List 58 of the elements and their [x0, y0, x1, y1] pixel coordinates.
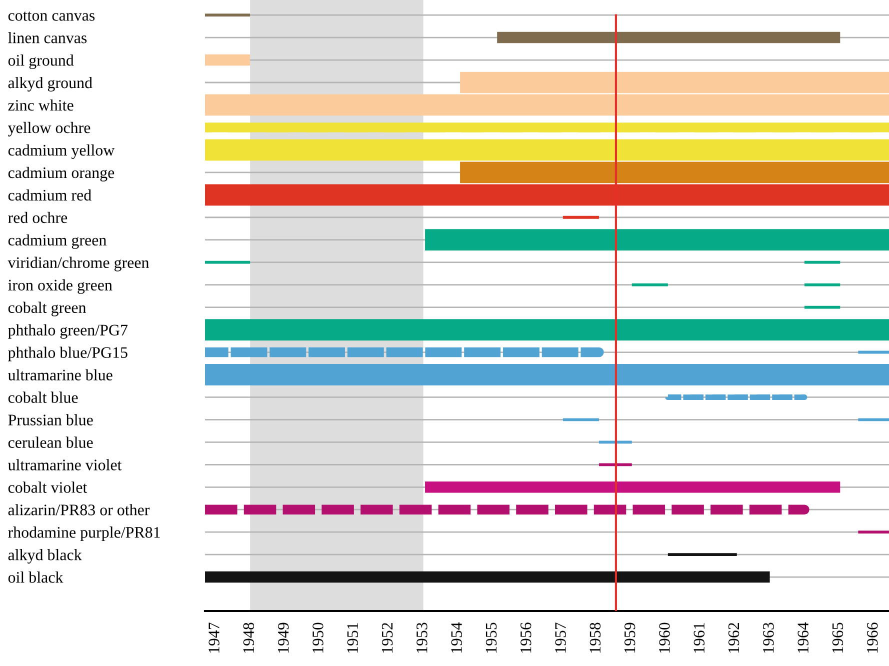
- y-tick-label: cadmium yellow: [8, 144, 115, 159]
- x-tick-label: 1961: [694, 623, 704, 653]
- bar: [858, 530, 889, 534]
- y-tick-label: phthalo blue/PG15: [8, 346, 128, 362]
- x-tick-label: 1948: [243, 622, 254, 653]
- x-tick-label: 1954: [451, 622, 462, 653]
- x-tick-label: 1952: [382, 622, 393, 653]
- y-tick-label: cobalt blue: [8, 392, 78, 403]
- y-tick-label: phthalo green/PG7: [8, 324, 128, 339]
- y-tick-label: rhodamine purple/PR81: [8, 526, 160, 542]
- bar: [804, 283, 840, 286]
- x-tick-label: 1953: [416, 622, 428, 653]
- y-tick-label: viridian/chrome green: [8, 256, 150, 272]
- y-tick-label: oil ground: [8, 54, 74, 70]
- y-tick-label: Prussian blue: [8, 414, 93, 426]
- x-tick-label: 1959: [624, 622, 636, 653]
- bar: [425, 482, 840, 493]
- y-tick-label: iron oxide green: [8, 279, 112, 294]
- y-tick-label: ultramarine blue: [8, 369, 112, 380]
- x-tick-label: 1966: [867, 622, 878, 653]
- x-tick-label: 1955: [486, 622, 497, 653]
- x-tick-label: 1957: [555, 622, 566, 653]
- y-tick-label: alkyd ground: [8, 76, 92, 92]
- bar: [205, 571, 770, 583]
- y-tick-label: alkyd black: [8, 549, 82, 564]
- y-tick-label: alizarin/PR83 or other: [8, 504, 150, 516]
- x-tick-label: 1964: [798, 622, 808, 653]
- bar: [205, 139, 889, 161]
- y-tick-label: oil black: [8, 572, 64, 583]
- y-tick-label: cobalt green: [8, 302, 86, 316]
- x-tick-label: 1960: [659, 622, 670, 653]
- x-tick-label: 1962: [728, 622, 740, 653]
- bar: [460, 162, 889, 184]
- x-tick-label: 1950: [312, 622, 324, 653]
- y-tick-label: ultramarine violet: [8, 459, 122, 470]
- y-tick-label: cadmium red: [8, 189, 92, 201]
- x-tick-label: 1956: [520, 622, 532, 653]
- y-tick-label: cobalt violet: [8, 482, 88, 493]
- y-tick-label: cerulean blue: [8, 436, 93, 448]
- x-tick-label: 1963: [763, 622, 774, 653]
- y-tick-label: cadmium orange: [8, 166, 114, 182]
- y-tick-label: zinc white: [8, 99, 74, 111]
- bar: [562, 216, 599, 219]
- x-tick-label: 1958: [590, 622, 601, 653]
- x-tick-label: 1965: [832, 622, 844, 653]
- y-tick-label: cotton canvas: [8, 12, 95, 21]
- x-tick-label: 1947: [208, 622, 220, 653]
- y-tick-label: red ochre: [8, 212, 68, 224]
- bar: [497, 32, 840, 44]
- y-tick-label: yellow ochre: [8, 122, 90, 136]
- x-tick-label: 1949: [278, 622, 289, 653]
- x-tick-label: 1951: [347, 623, 358, 653]
- bar: [562, 418, 599, 422]
- y-tick-label: linen canvas: [8, 32, 87, 44]
- bar: [598, 440, 632, 444]
- bar: [598, 463, 632, 466]
- bar: [804, 260, 840, 264]
- y-tick-label: cadmium green: [8, 234, 106, 249]
